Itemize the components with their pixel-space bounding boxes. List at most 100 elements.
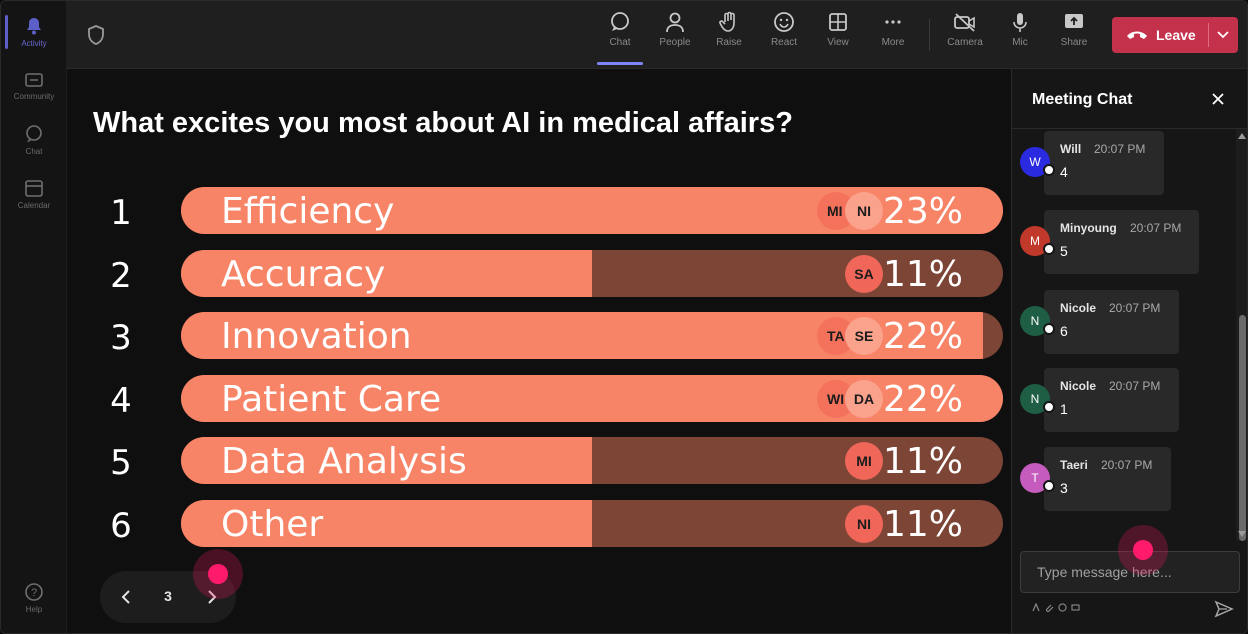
leave-label: Leave	[1156, 27, 1196, 43]
mic-icon	[1013, 13, 1027, 32]
calendar-icon	[25, 180, 43, 197]
sender-name: Will	[1060, 142, 1082, 156]
voter-avatar: SE	[845, 317, 883, 355]
attach-icon[interactable]	[1045, 603, 1054, 612]
option-bar: Data Analysis 11% MI	[181, 437, 1003, 484]
option-number: 6	[110, 506, 132, 546]
format-icon[interactable]	[1032, 603, 1041, 612]
message-time: 20:07 PM	[1109, 301, 1161, 315]
people-button[interactable]: People	[650, 11, 700, 61]
option-label: Innovation	[221, 316, 412, 357]
option-bar: Other 11% NI	[181, 500, 1003, 547]
presence-status-icon	[1043, 243, 1055, 255]
scroll-down-arrow-icon[interactable]	[1238, 531, 1246, 537]
emoji-icon[interactable]	[1058, 603, 1067, 612]
more-button[interactable]: More	[868, 11, 918, 61]
option-percent: 11%	[882, 504, 963, 545]
chat-icon	[26, 125, 42, 142]
community-icon	[25, 73, 43, 87]
camera-off-icon	[954, 13, 975, 32]
share-button[interactable]: Share	[1049, 11, 1099, 61]
option-percent: 11%	[882, 441, 963, 482]
presence-status-icon	[1043, 323, 1055, 335]
people-button-label: People	[659, 37, 691, 48]
message-input[interactable]	[1021, 552, 1239, 592]
option-bar: Innovation 22% TA SE	[181, 312, 1003, 359]
option-bar-fill	[181, 500, 592, 547]
message-body: 5	[1060, 243, 1068, 259]
raise-button-label: Raise	[716, 37, 742, 48]
raise-hand-button[interactable]: Raise	[704, 11, 754, 61]
chevron-left-icon[interactable]	[118, 588, 136, 606]
scroll-thumb[interactable]	[1239, 315, 1246, 541]
message-bubble: Minyoung 20:07 PM 5	[1044, 210, 1199, 274]
react-button[interactable]: React	[759, 11, 809, 61]
presence-status-icon	[1043, 164, 1055, 176]
sender-name: Nicole	[1060, 301, 1097, 315]
shield-icon	[87, 25, 105, 50]
rail-item-label: Chat	[25, 147, 43, 156]
bell-icon	[27, 18, 41, 35]
left-rail: Activity Community Chat Calendar ? Help	[1, 1, 67, 633]
scroll-up-arrow-icon[interactable]	[1238, 133, 1246, 139]
rail-item-label: Community	[13, 92, 55, 101]
rail-item-label: Help	[25, 605, 43, 614]
voter-avatar: MI	[845, 442, 883, 480]
poll-option-row: 1 Efficiency 23% MI NI	[67, 187, 1011, 235]
chat-message: Taeri 20:07 PM 3 T	[1012, 447, 1236, 511]
option-percent: 11%	[882, 254, 963, 295]
chat-button[interactable]: Chat	[595, 11, 645, 65]
chevron-down-icon[interactable]	[1216, 27, 1230, 41]
voter-avatar: NI	[845, 192, 883, 230]
presence-status-icon	[1043, 401, 1055, 413]
format-toolbar	[1032, 603, 1080, 612]
camera-button[interactable]: Camera	[940, 11, 990, 61]
smile-icon	[774, 12, 794, 32]
more-button-label: More	[881, 37, 905, 48]
option-bar: Efficiency 23% MI NI	[181, 187, 1003, 234]
sender-name: Minyoung	[1060, 221, 1117, 235]
chat-header: Meeting Chat	[1012, 69, 1247, 129]
rail-item-chat[interactable]: Chat	[1, 113, 67, 167]
compose-box[interactable]	[1020, 551, 1240, 593]
message-time: 20:07 PM	[1101, 458, 1153, 472]
rail-item-help[interactable]: ? Help	[1, 571, 67, 625]
send-icon[interactable]	[1214, 599, 1234, 619]
gif-icon[interactable]	[1071, 603, 1080, 612]
message-time: 20:07 PM	[1094, 142, 1146, 156]
chat-scrollbar[interactable]	[1236, 129, 1247, 541]
option-percent: 23%	[882, 191, 963, 232]
option-number: 3	[110, 318, 132, 358]
rail-item-community[interactable]: Community	[1, 59, 67, 113]
share-button-label: Share	[1060, 37, 1088, 48]
option-number: 5	[110, 443, 132, 483]
leave-button[interactable]: Leave	[1112, 17, 1238, 53]
hang-up-icon	[1127, 31, 1147, 39]
option-percent: 22%	[882, 316, 963, 357]
poll-option-row: 6 Other 11% NI	[67, 500, 1011, 548]
message-bubble: Nicole 20:07 PM 1	[1044, 368, 1179, 432]
view-button[interactable]: View	[813, 11, 863, 61]
pointer-highlight	[1118, 525, 1168, 575]
chevron-right-icon[interactable]	[202, 588, 220, 606]
message-body: 6	[1060, 323, 1068, 339]
chat-message-list: Will 20:07 PM 4 W Minyoung 20:07 PM 5 M Nicole 20…	[1012, 129, 1236, 541]
close-icon[interactable]	[1210, 91, 1226, 107]
mic-button[interactable]: Mic	[995, 11, 1045, 61]
rail-item-calendar[interactable]: Calendar	[1, 167, 67, 221]
poll-option-row: 3 Innovation 22% TA SE	[67, 312, 1011, 360]
sender-name: Nicole	[1060, 379, 1097, 393]
option-bar-fill	[181, 250, 592, 297]
mic-button-label: Mic	[1012, 37, 1028, 48]
rail-item-activity[interactable]: Activity	[1, 5, 67, 59]
poll-option-row: 4 Patient Care 22% WI DA	[67, 375, 1011, 423]
option-label: Patient Care	[221, 379, 442, 420]
meeting-toolbar: Chat People Raise React View More Camera	[67, 1, 1247, 69]
option-bar: Accuracy 11% SA	[181, 250, 1003, 297]
poll-option-row: 5 Data Analysis 11% MI	[67, 437, 1011, 485]
page-number: 3	[164, 588, 172, 604]
more-dots-icon	[885, 20, 901, 24]
voter-avatar: NI	[845, 505, 883, 543]
svg-text:?: ?	[31, 587, 37, 599]
